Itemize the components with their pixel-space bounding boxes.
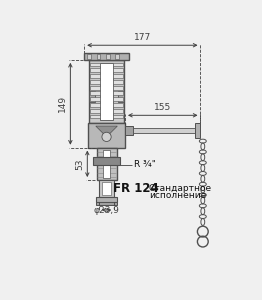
Bar <box>133 128 195 133</box>
Text: 177: 177 <box>134 33 151 42</box>
Bar <box>84 53 129 60</box>
Bar <box>106 54 110 59</box>
Bar <box>93 157 121 165</box>
Bar <box>115 54 119 59</box>
Bar <box>113 80 123 84</box>
Bar <box>90 109 100 112</box>
Text: 149: 149 <box>58 95 67 112</box>
Bar <box>113 68 123 72</box>
Bar <box>88 123 125 148</box>
Bar <box>113 103 123 107</box>
Bar <box>102 182 111 195</box>
Bar <box>90 97 100 101</box>
Bar <box>90 74 100 78</box>
Bar <box>90 103 100 107</box>
Bar <box>103 150 110 178</box>
Bar <box>96 54 100 59</box>
Bar <box>113 97 123 101</box>
Text: φ23,9: φ23,9 <box>94 206 119 215</box>
Bar <box>113 92 123 95</box>
Bar <box>90 68 100 72</box>
Bar <box>113 115 123 119</box>
Text: 155: 155 <box>154 103 171 112</box>
Bar <box>90 86 100 89</box>
Circle shape <box>102 132 111 142</box>
Bar <box>89 60 124 123</box>
Text: исполнение: исполнение <box>149 191 206 200</box>
Bar <box>90 115 100 119</box>
Bar <box>125 126 133 135</box>
Bar <box>113 63 123 66</box>
Bar <box>100 63 113 120</box>
Bar <box>90 80 100 84</box>
Bar <box>96 202 117 206</box>
Bar <box>113 86 123 89</box>
Text: Стандартное: Стандартное <box>149 184 212 193</box>
Text: 53: 53 <box>75 158 84 169</box>
Polygon shape <box>96 126 117 134</box>
Bar <box>90 63 100 66</box>
Bar <box>118 91 124 102</box>
Text: R ¾": R ¾" <box>134 160 155 169</box>
Bar <box>89 91 95 102</box>
Bar <box>90 92 100 95</box>
Bar <box>113 74 123 78</box>
Bar <box>87 54 91 59</box>
Text: FR 124: FR 124 <box>113 182 159 194</box>
Bar <box>113 109 123 112</box>
Bar <box>99 180 114 197</box>
Bar <box>96 197 117 202</box>
Bar <box>195 123 200 138</box>
Bar <box>96 148 117 180</box>
